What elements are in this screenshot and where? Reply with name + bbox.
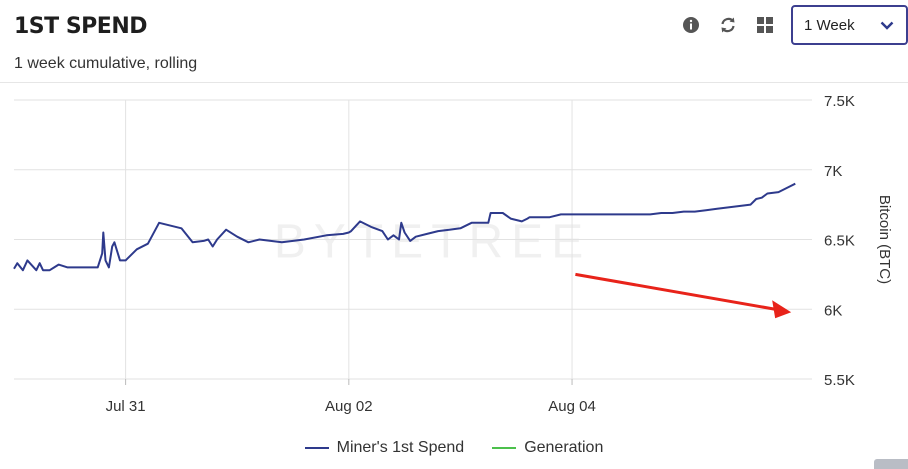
x-tick-label: Jul 31 (106, 398, 146, 415)
x-tick-label: Aug 04 (548, 398, 596, 415)
legend-label-generation: Generation (524, 439, 604, 456)
watermark-text: BYTETREE (274, 216, 591, 269)
page-title: 1ST SPEND (14, 14, 148, 39)
chart-subtitle: 1 week cumulative, rolling (14, 55, 198, 72)
legend-item-generation[interactable]: Generation (492, 439, 603, 457)
annotation (575, 272, 792, 319)
chart-toolbar: 1 Week (680, 5, 908, 45)
y-tick-label: 6K (824, 302, 842, 319)
y-tick-label: 7K (824, 163, 842, 180)
legend-swatch-generation (492, 447, 517, 449)
x-tick-label: Aug 02 (325, 398, 373, 415)
scroll-corner[interactable] (874, 459, 908, 469)
grid (14, 99, 812, 380)
annotation-arrow-head (772, 300, 792, 319)
header-divider (0, 82, 908, 83)
y-tick-label: 5.5K (824, 372, 855, 389)
axes: 7.5K 7K 6.5K 6K 5.5K Jul 31 Aug 02 Aug 04 Bitcoi… (106, 93, 893, 415)
legend-swatch-miner (304, 447, 329, 449)
watermark: BYTETREE (274, 216, 591, 269)
series-layer (13, 182, 796, 272)
legend: Miner's 1st Spend Generation (0, 439, 908, 457)
y-tick-label: 7.5K (824, 93, 855, 110)
refresh-icon[interactable] (717, 14, 739, 36)
info-icon[interactable] (680, 14, 702, 36)
series-line-miner (13, 182, 796, 272)
annotation-arrow-line (575, 272, 776, 311)
period-select[interactable]: 1 Week (791, 5, 908, 45)
period-select-value: 1 Week (804, 16, 855, 34)
y-axis-label: Bitcoin (BTC) (876, 195, 893, 284)
legend-item-miner[interactable]: Miner's 1st Spend (304, 439, 465, 457)
y-tick-label: 6.5K (824, 233, 855, 250)
chevron-down-icon (880, 17, 894, 34)
grid-icon[interactable] (754, 14, 776, 36)
chart: BYTETREE 7.5K 7K 6.5K 6K 5.5K Jul 31 Aug 02 Aug… (13, 93, 893, 415)
legend-label-miner: Miner's 1st Spend (336, 439, 465, 456)
